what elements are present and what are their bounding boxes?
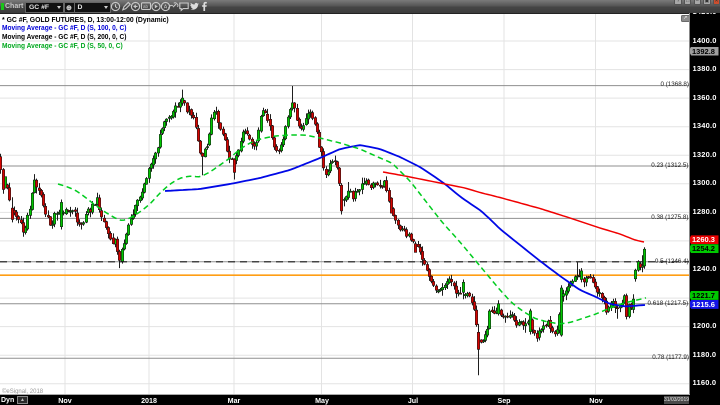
svg-text:A: A xyxy=(164,4,168,10)
svg-text:ab: ab xyxy=(143,4,149,9)
